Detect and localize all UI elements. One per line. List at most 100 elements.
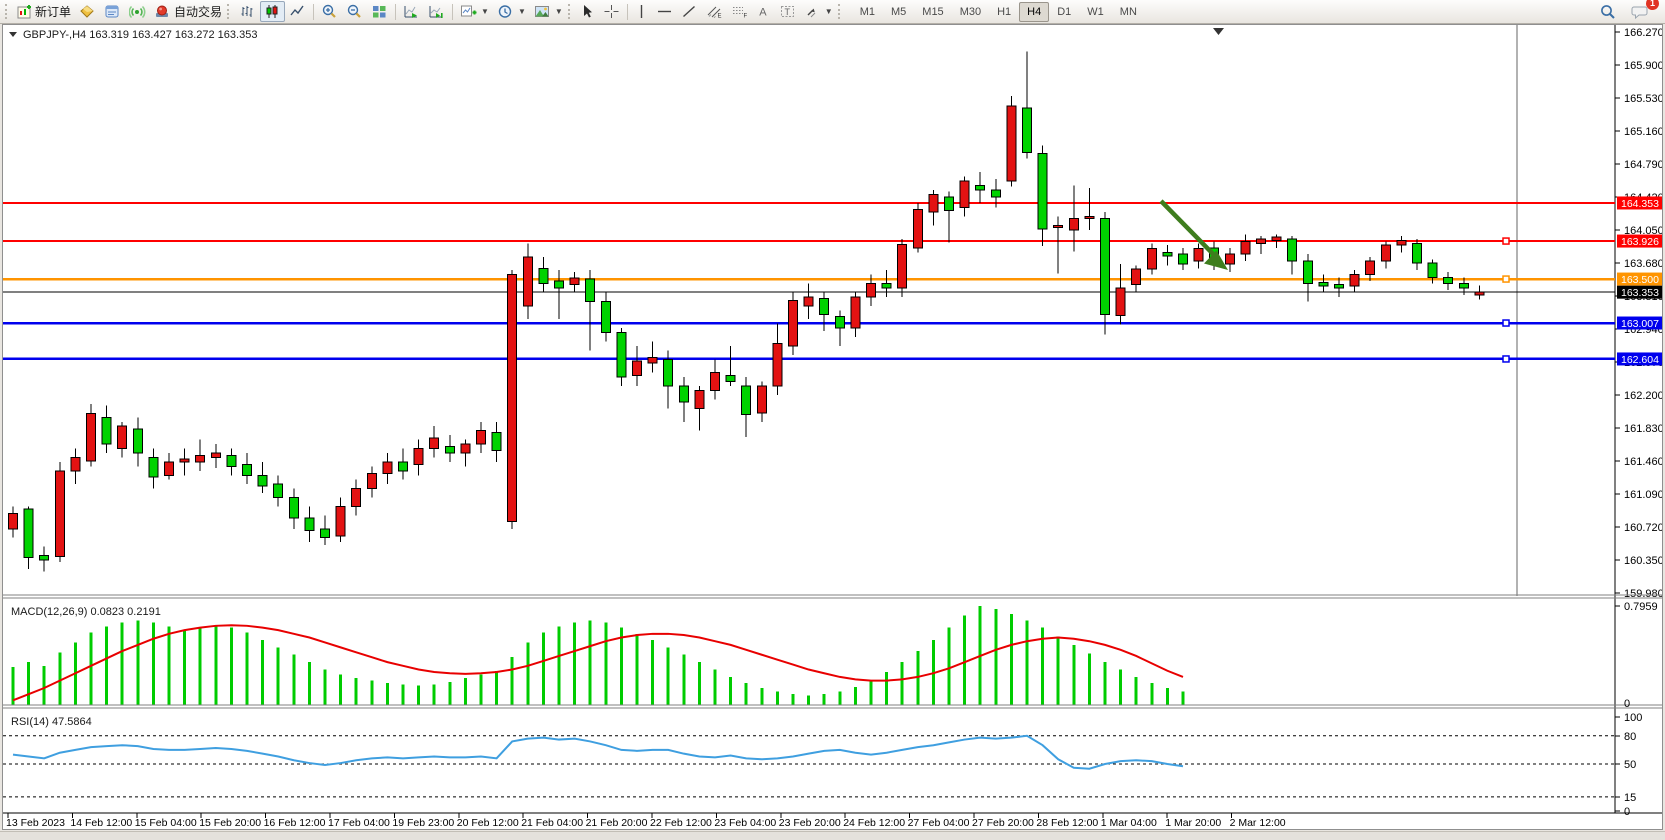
vertical-line-button[interactable]	[631, 1, 652, 22]
line-handle[interactable]	[1502, 275, 1510, 283]
toolbar-separator	[395, 3, 397, 20]
candlestick	[460, 443, 471, 454]
annotation-arrow[interactable]	[1159, 199, 1217, 258]
crosshair-button[interactable]	[599, 1, 624, 22]
line-handle[interactable]	[1502, 237, 1510, 245]
market-watch-icon	[79, 4, 96, 19]
signals-button[interactable]	[125, 1, 150, 22]
zoom-out-button[interactable]	[342, 1, 367, 22]
candlestick	[413, 448, 424, 466]
text-button[interactable]: A	[752, 1, 775, 22]
price-tick-label: 161.090	[1624, 489, 1662, 501]
chart-shift-marker[interactable]	[1213, 28, 1224, 35]
new-order-label: 新订单	[35, 5, 72, 19]
timeframe-H4[interactable]: H4	[1019, 1, 1050, 22]
candlestick	[1271, 236, 1282, 242]
candlestick	[694, 390, 705, 409]
macd-label: MACD(12,26,9) 0.0823 0.2191	[11, 606, 161, 618]
candlestick	[70, 456, 81, 472]
candlestick	[1006, 105, 1017, 182]
price-tick-label: 165.530	[1624, 93, 1662, 105]
candlestick	[881, 283, 892, 289]
zoom-out-icon	[346, 4, 363, 19]
candlestick	[928, 193, 939, 213]
time-axis-label: 13 Feb 2023	[6, 817, 65, 829]
timeframe-M15[interactable]: M15	[922, 5, 944, 18]
add-indicator-button[interactable]: ▼	[456, 1, 493, 22]
candlestick	[1115, 287, 1126, 317]
templates-button[interactable]: ▼	[530, 1, 567, 22]
candlestick	[1349, 274, 1360, 287]
bar-chart-button[interactable]	[235, 1, 260, 22]
candlestick	[304, 517, 315, 532]
collapse-triangle-icon[interactable]	[9, 32, 17, 37]
candlestick	[1458, 283, 1469, 289]
candlestick	[101, 416, 112, 445]
rsi-scale-label: 80	[1624, 731, 1636, 743]
annotation-arrow-head[interactable]	[1204, 250, 1228, 271]
data-window-button[interactable]	[100, 1, 125, 22]
timeframe-MN[interactable]: MN	[1119, 5, 1137, 18]
arrows-button[interactable]: ▼	[800, 1, 837, 22]
time-axis-label: 15 Feb 20:00	[199, 817, 261, 829]
timeframe-D1[interactable]: D1	[1057, 5, 1072, 18]
candlestick	[990, 189, 1001, 198]
candlestick	[476, 430, 486, 445]
price-tag-label: 163.926	[1621, 236, 1659, 248]
candlestick	[351, 488, 362, 507]
candlestick	[834, 316, 845, 329]
horizontal-line-button[interactable]	[652, 1, 677, 22]
chart-window[interactable]: 166.270165.900165.530165.160164.790164.4…	[2, 24, 1663, 830]
toolbar-grip[interactable]	[227, 4, 232, 19]
bar-chart-icon	[239, 4, 256, 19]
candlestick	[1131, 268, 1142, 285]
candlestick	[1224, 253, 1235, 265]
candlestick	[585, 278, 596, 302]
timeframe-M30[interactable]: M30	[959, 5, 982, 18]
candlestick	[1053, 225, 1064, 228]
text-label-button[interactable]: T	[775, 1, 800, 22]
time-axis-label: 17 Feb 04:00	[328, 817, 390, 829]
timeframe-H1[interactable]: H1	[997, 5, 1012, 18]
candlestick	[616, 332, 627, 378]
line-handle[interactable]	[1502, 355, 1510, 363]
time-axis-label: 21 Feb 20:00	[586, 817, 648, 829]
auto-trading-label: 自动交易	[174, 5, 223, 19]
chart-shift-button[interactable]	[424, 1, 449, 22]
line-chart-button[interactable]	[285, 1, 310, 22]
candlestick	[1068, 217, 1079, 231]
auto-trading-button[interactable]: 自动交易	[150, 1, 226, 22]
tile-windows-button[interactable]	[367, 1, 392, 22]
cursor-button[interactable]	[576, 1, 599, 22]
candlestick-chart-button[interactable]	[260, 1, 286, 22]
trendline-button[interactable]	[677, 1, 702, 22]
toolbar-grip[interactable]	[567, 4, 573, 19]
time-axis-label: 21 Feb 04:00	[521, 817, 583, 829]
line-handle[interactable]	[1502, 319, 1510, 327]
status-bar	[0, 831, 1665, 840]
periods-button[interactable]: ▼	[493, 1, 530, 22]
candlestick	[1162, 251, 1173, 257]
chat-button[interactable]: 1	[1627, 0, 1659, 22]
equidistant-channel-button[interactable]: E	[702, 1, 727, 22]
new-order-button[interactable]: 新订单	[13, 1, 75, 22]
timeframe-W1[interactable]: W1	[1087, 5, 1104, 18]
market-watch-button[interactable]	[75, 1, 100, 22]
candlestick	[8, 513, 18, 530]
price-tag-label: 163.353	[1621, 287, 1659, 299]
toolbar-grip[interactable]	[837, 4, 843, 19]
zoom-in-button[interactable]	[317, 1, 342, 22]
zoom-in-icon	[321, 4, 338, 19]
search-button[interactable]	[1595, 1, 1621, 22]
timeframe-M5[interactable]: M5	[891, 5, 907, 18]
candlestick	[819, 298, 830, 316]
toolbar-grip[interactable]	[5, 4, 10, 19]
timeframe-M1[interactable]: M1	[859, 5, 875, 18]
price-tick-label: 164.790	[1624, 159, 1662, 171]
candlestick	[569, 277, 580, 285]
auto-scroll-button[interactable]	[399, 1, 424, 22]
tile-windows-icon	[371, 4, 388, 19]
price-chart-canvas[interactable]: 166.270165.900165.530165.160164.790164.4…	[3, 25, 1662, 829]
fibonacci-button[interactable]: F	[727, 1, 752, 22]
candlestick	[257, 474, 268, 487]
